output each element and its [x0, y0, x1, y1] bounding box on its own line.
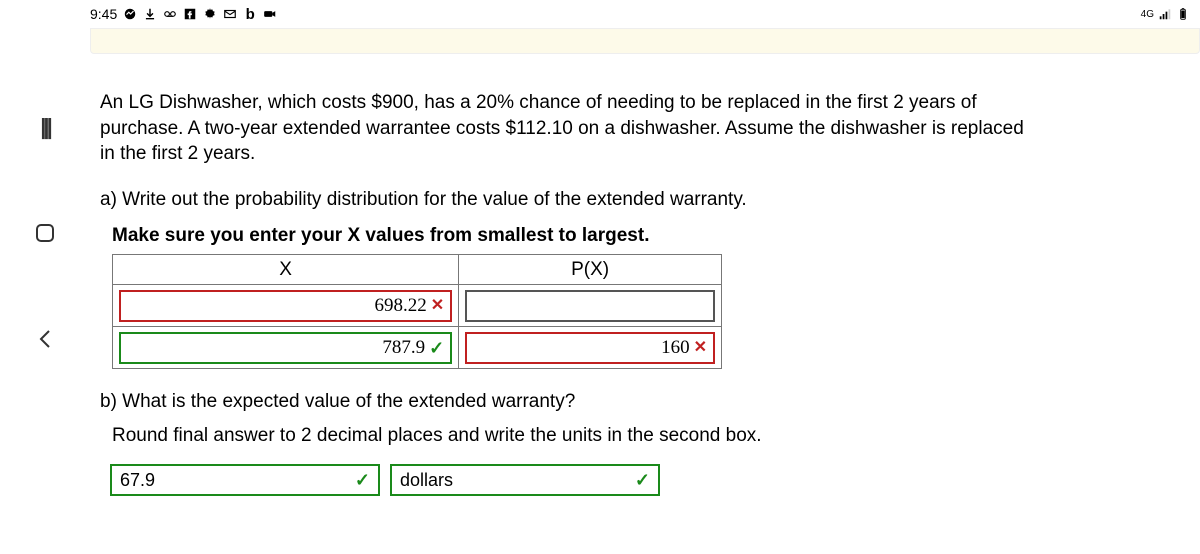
- expected-unit-input[interactable]: dollars ✓: [390, 464, 660, 496]
- wrong-icon: ✕: [431, 295, 444, 317]
- answer-value: 698.22: [375, 293, 427, 319]
- part-b-label: b) What is the expected value of the ext…: [100, 389, 1080, 415]
- part-a-instruction: Make sure you enter your X values from s…: [112, 223, 1080, 249]
- answer-value: dollars: [400, 468, 453, 492]
- table-row: 698.22 ✕: [113, 285, 722, 327]
- status-time: 9:45: [90, 6, 117, 22]
- battery-icon: [1176, 7, 1190, 21]
- settings-icon: [203, 7, 217, 21]
- answer-input[interactable]: 160 ✕: [465, 332, 715, 364]
- answer-value: 160: [661, 335, 690, 361]
- answer-value: 67.9: [120, 468, 155, 492]
- question-content: An LG Dishwasher, which costs $900, has …: [90, 54, 1200, 554]
- signal-icon: [1158, 7, 1172, 21]
- nav-rail: |||: [0, 54, 90, 554]
- answer-input[interactable]: 787.9 ✓: [119, 332, 452, 364]
- expected-value-input[interactable]: 67.9 ✓: [110, 464, 380, 496]
- part-b-sub: Round final answer to 2 decimal places a…: [112, 423, 1080, 449]
- status-bar: 9:45 b 4G: [0, 0, 1200, 28]
- download-icon: [143, 7, 157, 21]
- mail-icon: [223, 7, 237, 21]
- notice-banner: [90, 28, 1200, 54]
- facebook-icon: [183, 7, 197, 21]
- answer-input[interactable]: [465, 290, 715, 322]
- part-b-inputs: 67.9 ✓ dollars ✓: [110, 464, 1080, 496]
- wrong-icon: ✕: [694, 337, 707, 359]
- distribution-table: X P(X) 698.22 ✕: [112, 254, 722, 369]
- correct-icon: ✓: [355, 468, 370, 492]
- network-label: 4G: [1141, 9, 1154, 20]
- tabs-icon[interactable]: |||: [32, 114, 58, 140]
- recent-square-icon[interactable]: [32, 220, 58, 246]
- correct-icon: ✓: [635, 468, 650, 492]
- table-header-x: X: [113, 255, 459, 285]
- correct-icon: ✓: [429, 336, 444, 360]
- back-icon[interactable]: [32, 326, 58, 352]
- bold-icon: b: [243, 7, 257, 21]
- status-left: 9:45 b: [90, 6, 277, 22]
- table-row: 787.9 ✓ 160 ✕: [113, 327, 722, 369]
- question-prompt: An LG Dishwasher, which costs $900, has …: [100, 90, 1030, 167]
- answer-input[interactable]: 698.22 ✕: [119, 290, 452, 322]
- voicemail-icon: [163, 7, 177, 21]
- status-right: 4G: [1141, 7, 1190, 21]
- messenger-icon: [123, 7, 137, 21]
- camera-icon: [263, 7, 277, 21]
- answer-value: 787.9: [382, 335, 425, 361]
- part-a-label: a) Write out the probability distributio…: [100, 187, 1080, 213]
- table-header-px: P(X): [459, 255, 722, 285]
